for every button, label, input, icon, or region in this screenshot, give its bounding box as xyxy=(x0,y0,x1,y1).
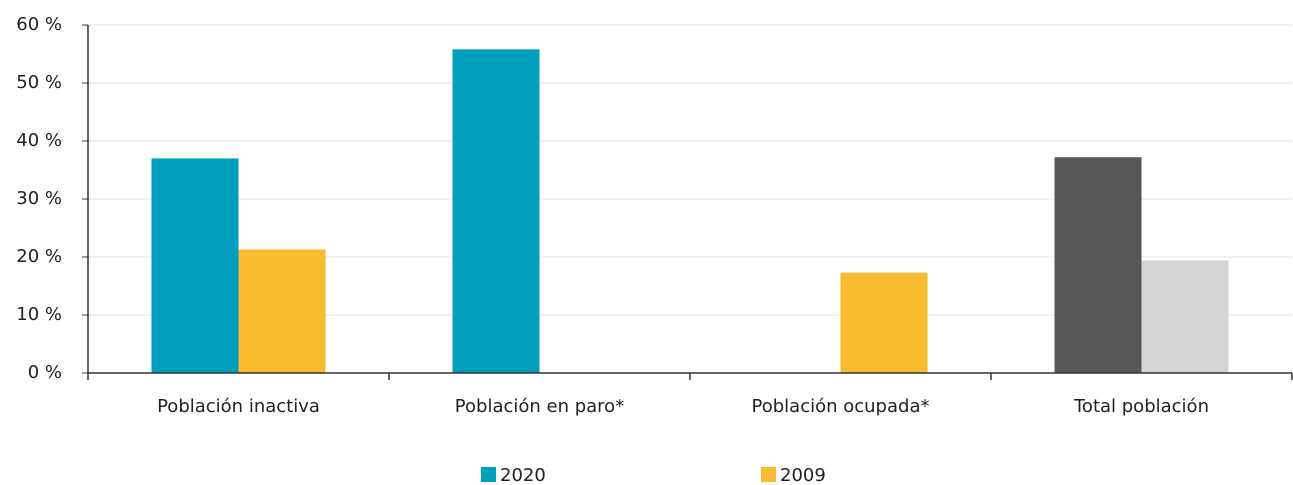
y-tick-label: 30 % xyxy=(16,188,62,209)
y-tick-label: 60 % xyxy=(16,14,62,35)
bar xyxy=(151,158,239,373)
x-tick-label: Población ocupada* xyxy=(752,396,930,417)
y-tick-label: 50 % xyxy=(16,72,62,93)
legend-swatch xyxy=(481,467,496,482)
bar xyxy=(238,249,326,373)
bar xyxy=(452,49,540,374)
legend-swatch xyxy=(761,467,776,482)
bar xyxy=(1054,157,1142,373)
y-tick-label: 0 % xyxy=(28,362,62,383)
y-tick-label: 20 % xyxy=(16,246,62,267)
bar xyxy=(840,272,928,373)
y-tick-label: 10 % xyxy=(16,304,62,325)
legend-label: 2020 xyxy=(500,465,546,485)
x-tick-label: Población inactiva xyxy=(157,396,320,417)
x-tick-label: Total población xyxy=(1073,396,1209,417)
legend-label: 2009 xyxy=(780,465,826,485)
bar xyxy=(1141,260,1229,373)
x-tick-label: Población en paro* xyxy=(455,396,624,417)
y-tick-label: 40 % xyxy=(16,130,62,151)
